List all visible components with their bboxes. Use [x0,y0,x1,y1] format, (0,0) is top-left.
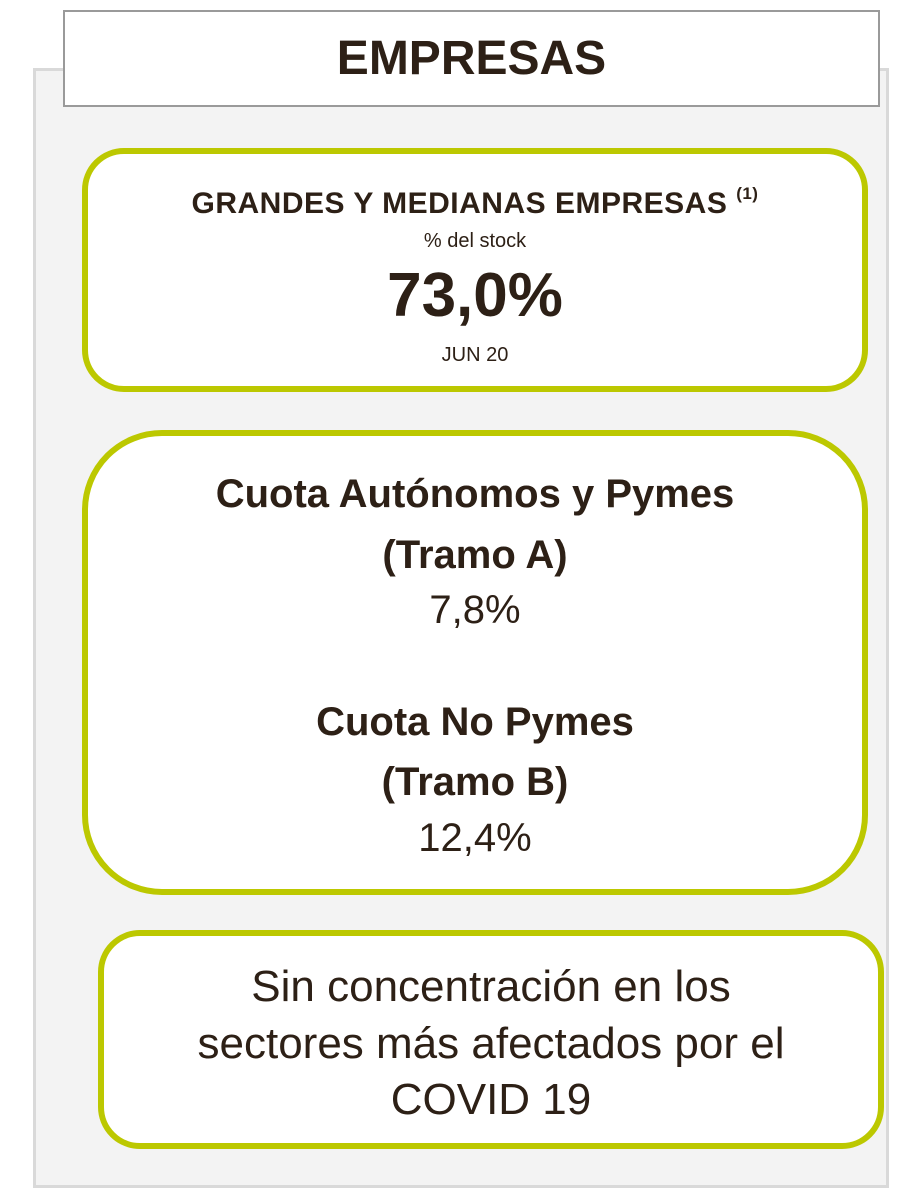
header: EMPRESAS [63,10,880,107]
card: Cuota Autónomos y Pymes (Tramo A) 7,8% C… [82,430,868,895]
card: GRANDES Y MEDIANAS EMPRESAS (1) % del st… [82,148,868,392]
card-text: Sin concentración en los [251,962,731,1011]
footnote-ref: (1) [736,184,759,203]
card-title-line: GRANDES Y MEDIANAS EMPRESAS (1) [88,184,862,221]
card-value: 73,0% [387,261,563,330]
card-text: COVID 19 [390,1075,592,1124]
card-date: JUN 20 [441,344,509,366]
item-title: Cuota No Pymes [316,700,634,744]
item-value: 7,8% [429,588,521,632]
card-note: % del stock [423,230,527,252]
item-title: (Tramo B) [381,760,569,804]
item-title: (Tramo A) [382,533,568,577]
header-title: EMPRESAS [336,32,607,85]
card-title: GRANDES Y MEDIANAS EMPRESAS [191,187,728,220]
card: Sin concentración en los sectores más af… [98,930,884,1149]
item-title: Cuota Autónomos y Pymes [215,472,735,516]
card-text: sectores más afectados por el [197,1019,785,1068]
item-value: 12,4% [418,816,532,860]
